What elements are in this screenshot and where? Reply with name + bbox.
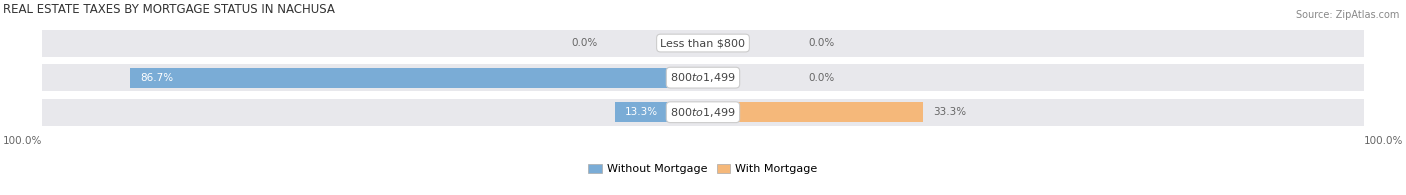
Text: 0.0%: 0.0% (808, 38, 835, 48)
Bar (703, 102, 922, 122)
Text: 0.0%: 0.0% (571, 38, 598, 48)
Bar (42, 30, 703, 57)
Text: 100.0%: 100.0% (3, 136, 42, 146)
Legend: Without Mortgage, With Mortgage: Without Mortgage, With Mortgage (583, 159, 823, 179)
Text: 13.3%: 13.3% (626, 107, 658, 117)
Text: 100.0%: 100.0% (1364, 136, 1403, 146)
Bar (703, 30, 1364, 57)
Text: Less than $800: Less than $800 (661, 38, 745, 48)
Bar (42, 64, 703, 91)
Text: Source: ZipAtlas.com: Source: ZipAtlas.com (1295, 10, 1399, 20)
Text: 0.0%: 0.0% (808, 73, 835, 83)
Bar (131, 68, 703, 88)
Bar (616, 102, 703, 122)
Text: $800 to $1,499: $800 to $1,499 (671, 71, 735, 84)
Text: 86.7%: 86.7% (141, 73, 173, 83)
Text: $800 to $1,499: $800 to $1,499 (671, 106, 735, 119)
Text: 33.3%: 33.3% (934, 107, 966, 117)
Text: REAL ESTATE TAXES BY MORTGAGE STATUS IN NACHUSA: REAL ESTATE TAXES BY MORTGAGE STATUS IN … (3, 3, 335, 16)
Bar (42, 99, 703, 126)
Bar (703, 99, 1364, 126)
Bar (703, 64, 1364, 91)
